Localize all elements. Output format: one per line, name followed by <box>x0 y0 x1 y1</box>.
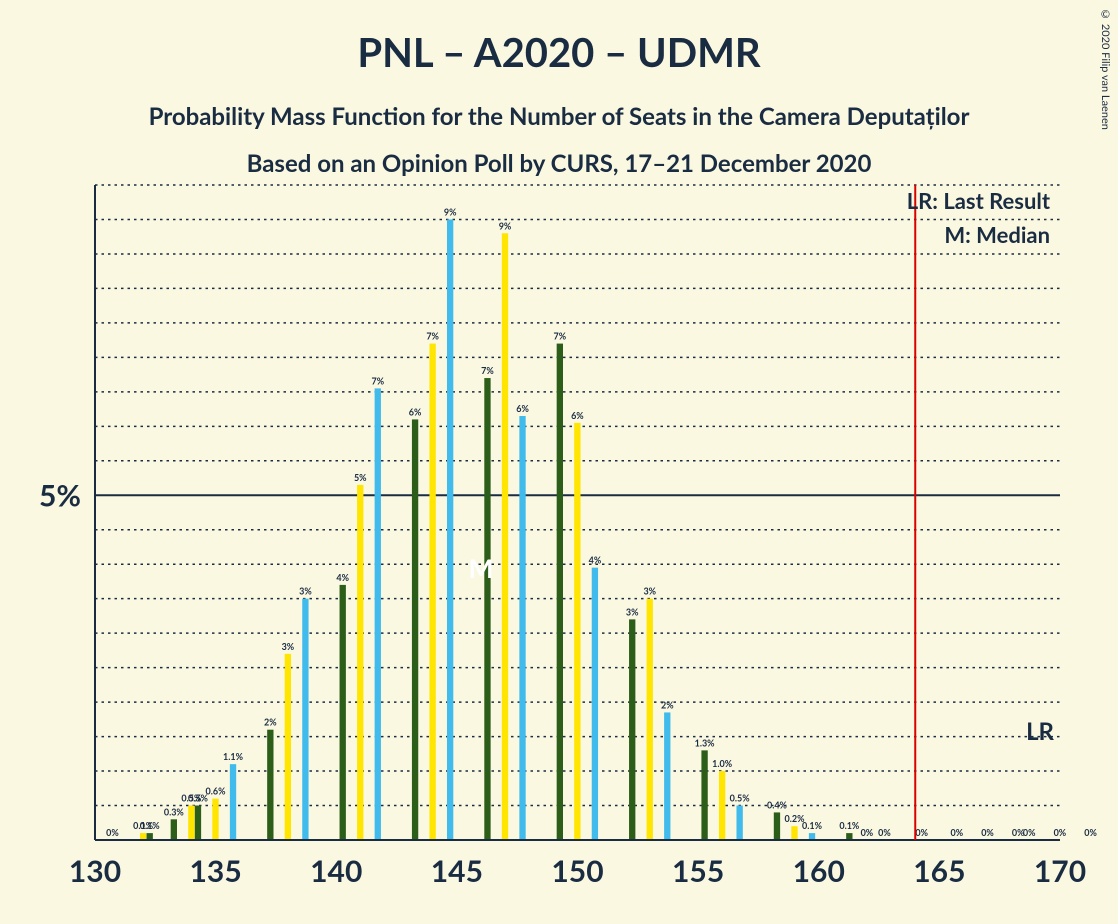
bar-pnl <box>519 416 525 840</box>
legend-lr: LR: Last Result <box>907 187 1051 214</box>
median-marker: M <box>469 552 494 584</box>
bar-value-label: 9% <box>499 220 512 231</box>
bar-value-label: 0% <box>1084 827 1097 838</box>
bar-a2020 <box>647 599 653 840</box>
x-tick-label: 150 <box>551 853 603 889</box>
bar-a2020 <box>429 344 435 840</box>
bar-value-label: 0% <box>915 827 928 838</box>
bar-value-label: 0.6% <box>206 786 227 797</box>
bar-value-label: 1.3% <box>695 737 716 748</box>
bar-value-label: 3% <box>626 606 639 617</box>
x-tick-label: 130 <box>69 853 121 889</box>
bar-value-label: 0.1% <box>839 820 860 831</box>
bar-value-label: 2% <box>264 717 277 728</box>
bar-value-label: 3% <box>282 641 295 652</box>
bar-value-label: 7% <box>481 365 494 376</box>
bar-value-label: 0% <box>1054 827 1067 838</box>
y-tick-label: 5% <box>39 477 81 513</box>
bar-value-label: 4% <box>589 555 602 566</box>
bar-value-label: 0% <box>1023 827 1036 838</box>
bar-value-label: 6% <box>516 403 529 414</box>
bar-value-label: 0% <box>878 827 891 838</box>
bar-value-label: 0% <box>106 827 119 838</box>
bar-udmr <box>340 585 346 840</box>
bar-a2020 <box>212 799 218 840</box>
bar-value-label: 9% <box>444 206 457 217</box>
bar-value-label: 1.0% <box>712 758 733 769</box>
bar-udmr <box>412 419 418 840</box>
bar-value-label: 0.4% <box>767 799 788 810</box>
bar-udmr <box>701 750 707 840</box>
x-tick-label: 140 <box>310 853 362 889</box>
bar-udmr <box>484 378 490 840</box>
bar-value-label: 5% <box>354 472 367 483</box>
bar-udmr <box>267 730 273 840</box>
bar-a2020 <box>719 771 725 840</box>
bar-pnl <box>375 388 381 840</box>
bar-a2020 <box>285 654 291 840</box>
bar-a2020 <box>140 833 146 840</box>
pmf-bar-chart: 0%0.1%0.1%0.3%0.5%0.5%0.6%1.1%2%3%3%4%5%… <box>0 0 1118 924</box>
bar-pnl <box>447 219 453 840</box>
bar-udmr <box>195 806 201 840</box>
bar-value-label: 1.1% <box>223 751 244 762</box>
bar-a2020 <box>502 233 508 840</box>
bar-value-label: 0.1% <box>802 820 823 831</box>
x-tick-label: 155 <box>672 853 724 889</box>
x-tick-label: 170 <box>1034 853 1086 889</box>
bar-value-label: 0.3% <box>164 806 185 817</box>
bar-value-label: 3% <box>299 586 312 597</box>
bar-pnl <box>230 764 236 840</box>
bar-pnl <box>809 833 815 840</box>
bar-value-label: 6% <box>571 410 584 421</box>
bar-udmr <box>846 833 852 840</box>
bar-value-label: 7% <box>426 331 439 342</box>
bar-udmr <box>147 833 153 840</box>
bar-value-label: 6% <box>409 406 422 417</box>
x-tick-label: 135 <box>190 853 242 889</box>
bar-a2020 <box>357 485 363 840</box>
bar-a2020 <box>791 826 797 840</box>
bar-value-label: 0.1% <box>140 820 161 831</box>
bar-value-label: 0.5% <box>730 793 751 804</box>
bar-value-label: 0% <box>981 827 994 838</box>
bar-a2020 <box>188 806 194 840</box>
bar-udmr <box>774 812 780 840</box>
lr-short-label: LR <box>1026 717 1054 746</box>
x-tick-label: 160 <box>793 853 845 889</box>
bar-value-label: 4% <box>336 572 349 583</box>
x-tick-label: 165 <box>913 853 965 889</box>
bar-udmr <box>629 619 635 840</box>
bar-pnl <box>302 599 308 840</box>
bar-pnl <box>664 712 670 840</box>
bar-udmr <box>171 819 177 840</box>
bar-value-label: 3% <box>643 586 656 597</box>
bar-value-label: 0% <box>861 827 874 838</box>
bar-value-label: 2% <box>661 699 674 710</box>
bar-pnl <box>592 568 598 840</box>
bar-value-label: 0% <box>950 827 963 838</box>
bar-a2020 <box>574 423 580 840</box>
bar-value-label: 7% <box>554 331 567 342</box>
legend-median: M: Median <box>944 221 1050 248</box>
bar-value-label: 7% <box>371 375 384 386</box>
bar-udmr <box>557 344 563 840</box>
bar-pnl <box>736 806 742 840</box>
x-tick-label: 145 <box>431 853 483 889</box>
